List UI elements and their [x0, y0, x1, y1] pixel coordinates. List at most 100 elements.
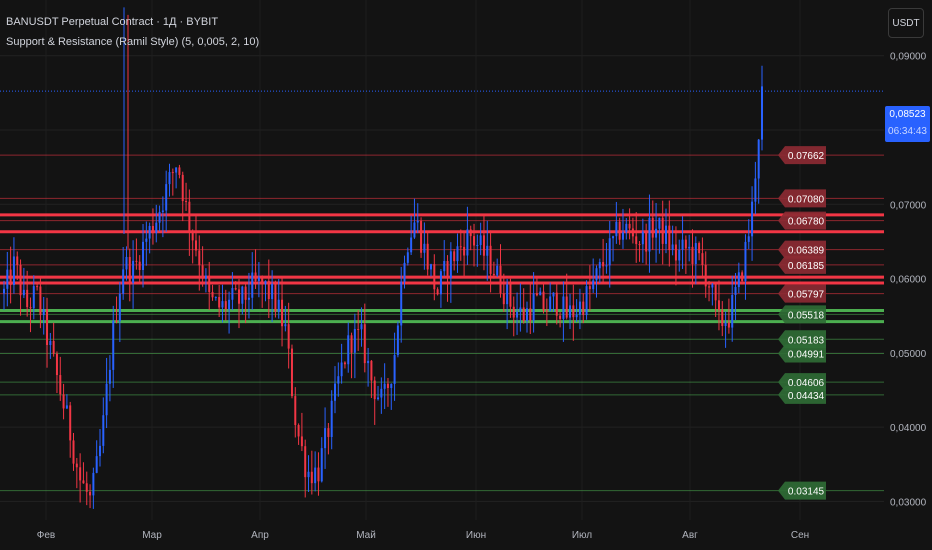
- candle-down: [52, 322, 55, 357]
- candle-up: [155, 204, 158, 243]
- x-tick-label: Апр: [251, 530, 269, 541]
- candle-up: [578, 288, 581, 330]
- level-tag-support: 0.03145: [778, 481, 826, 500]
- candle-down: [85, 471, 88, 506]
- candle-up: [264, 280, 267, 302]
- candle-up: [360, 307, 363, 347]
- candle-down: [89, 484, 92, 509]
- y-tick-label: 0,03000: [890, 497, 927, 508]
- candle-up: [443, 240, 446, 277]
- level-tag-label: 0.05183: [788, 335, 825, 346]
- candle-down: [545, 298, 548, 327]
- candle-down: [555, 283, 558, 325]
- x-tick-label: Май: [356, 530, 376, 541]
- level-tag-resistance: 0.07080: [778, 189, 826, 208]
- candle-up: [383, 363, 386, 410]
- candle-up: [380, 377, 383, 414]
- candle-up: [562, 281, 565, 342]
- candle-up: [671, 225, 674, 256]
- candle-up: [641, 218, 644, 263]
- candle-up: [456, 233, 459, 273]
- current-price-value: 0,08523: [889, 109, 926, 120]
- candle-up: [598, 258, 601, 284]
- candle-down: [267, 259, 270, 319]
- candle-down: [135, 238, 138, 270]
- candle-up: [439, 269, 442, 308]
- candle-up: [761, 65, 763, 151]
- candle-up: [751, 186, 754, 261]
- level-tag-label: 0.04606: [788, 378, 825, 389]
- candle-down: [572, 284, 575, 341]
- candle-down: [482, 213, 485, 271]
- candle-up: [284, 305, 287, 332]
- candle-down: [9, 246, 12, 304]
- candle-down: [188, 189, 191, 256]
- candle-down: [211, 284, 214, 301]
- candle-up: [648, 194, 651, 273]
- candle-down: [509, 278, 512, 318]
- candle-down: [274, 280, 277, 318]
- currency-button[interactable]: USDT: [888, 8, 924, 38]
- candle-up: [747, 219, 750, 250]
- candle-down: [254, 249, 257, 289]
- candle-down: [559, 312, 562, 328]
- candle-up: [347, 322, 350, 373]
- candle-down: [386, 378, 389, 407]
- candle-down: [234, 281, 237, 291]
- candle-down: [224, 289, 227, 321]
- level-tag-label: 0.07080: [788, 194, 825, 205]
- candle-up: [539, 287, 542, 296]
- candle-down: [463, 232, 466, 279]
- candle-down: [39, 276, 42, 329]
- candle-up: [413, 198, 416, 239]
- candle-up: [92, 467, 95, 509]
- x-tick-label: Сен: [791, 530, 809, 541]
- candle-up: [549, 282, 552, 312]
- candle-down: [684, 235, 687, 274]
- candle-down: [46, 297, 49, 368]
- candle-up: [221, 284, 224, 323]
- candle-down: [72, 432, 75, 471]
- candle-down: [357, 310, 360, 351]
- candle-up: [552, 292, 555, 312]
- y-tick-label: 0,06000: [890, 275, 927, 286]
- candle-down: [59, 356, 62, 401]
- candle-up: [22, 267, 25, 299]
- level-tag-support: 0.05518: [778, 305, 826, 324]
- candle-down: [194, 214, 197, 257]
- candle-up: [479, 222, 482, 256]
- level-tag-support: 0.04434: [778, 385, 826, 404]
- candle-up: [334, 366, 337, 414]
- candle-down: [741, 270, 744, 285]
- candle-up: [337, 362, 340, 397]
- candle-up: [324, 407, 327, 469]
- candle-up: [214, 296, 217, 301]
- candle-up: [658, 217, 661, 254]
- candle-up: [161, 196, 164, 238]
- chart-grid: [0, 0, 884, 520]
- candle-down: [198, 235, 201, 291]
- x-tick-label: Июл: [572, 530, 592, 541]
- candle-down: [16, 251, 19, 280]
- candle-down: [714, 281, 717, 317]
- candle-down: [473, 223, 476, 267]
- candle-down: [542, 281, 545, 314]
- candle-down: [327, 422, 330, 455]
- candle-down: [343, 361, 346, 369]
- indicator-legend[interactable]: Support & Resistance (Ramil Style) (5, 0…: [6, 36, 260, 48]
- symbol-title[interactable]: BANUSDT Perpetual Contract · 1Д · BYBIT: [6, 16, 219, 28]
- candle-up: [734, 273, 737, 321]
- level-tag-label: 0.05518: [788, 310, 825, 321]
- candle-down: [36, 281, 39, 291]
- level-tag-support: 0.04991: [778, 344, 826, 363]
- candle-up: [525, 301, 528, 333]
- candle-up: [165, 170, 168, 232]
- time-axis[interactable]: Фев Мар Апр Май Июн Июл Авг Сен: [37, 530, 809, 541]
- level-tag-resistance: 0.06185: [778, 255, 826, 274]
- level-tag-label: 0.06185: [788, 261, 825, 272]
- candle-up: [102, 397, 105, 454]
- level-tag-resistance: 0.05797: [778, 284, 826, 303]
- candle-up: [145, 221, 148, 266]
- candle-down: [244, 282, 247, 324]
